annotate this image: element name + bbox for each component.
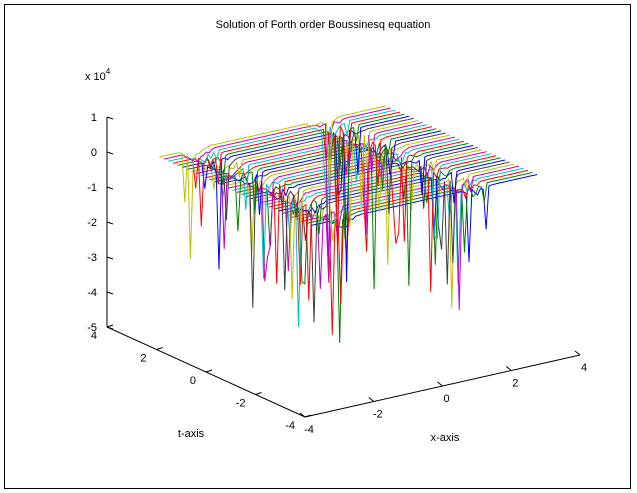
surface-line xyxy=(227,136,455,282)
t-tick-label: -4 xyxy=(285,420,295,432)
x-tick-mark xyxy=(574,350,581,356)
surface-line xyxy=(204,126,433,252)
surface-plot: Solution of Forth order Boussinesq equat… xyxy=(85,19,587,444)
x-tick-label: -4 xyxy=(304,424,314,436)
z-tick-mark xyxy=(106,186,114,190)
surface-line xyxy=(195,122,423,249)
x-tick-label: 4 xyxy=(581,362,587,374)
surface-line xyxy=(186,117,414,221)
figure-frame: Solution of Forth order Boussinesq equat… xyxy=(4,4,631,489)
x-tick-label: -2 xyxy=(373,409,383,421)
t-tick-mark xyxy=(205,369,213,373)
surface-line xyxy=(300,169,529,335)
z-tick-label: -2 xyxy=(87,217,97,229)
axes-group xyxy=(106,116,581,418)
z-tick-mark xyxy=(106,151,114,155)
z-tick-label: 1 xyxy=(91,112,97,124)
x-tick-mark xyxy=(368,397,375,402)
x-axis-label: x-axis xyxy=(431,432,460,444)
z-exponent-label: x 104 xyxy=(85,67,111,83)
surface-line xyxy=(181,115,410,283)
z-tick-mark xyxy=(106,116,114,120)
surface-line xyxy=(163,107,391,271)
t-tick-label: 0 xyxy=(190,375,196,387)
surface-line xyxy=(282,161,510,323)
x-tick-mark xyxy=(437,381,443,387)
t-tick-mark xyxy=(304,414,312,418)
chart-title: Solution of Forth order Boussinesq equat… xyxy=(216,19,431,31)
t-tick-label: 4 xyxy=(91,330,97,342)
x-tick-mark xyxy=(299,412,306,418)
z-tick-label: 0 xyxy=(91,147,97,159)
z-tick-label: -1 xyxy=(87,182,97,194)
t-axis-label: t-axis xyxy=(178,428,205,440)
z-tick-mark xyxy=(106,291,114,295)
surface-line xyxy=(159,105,387,259)
surface-line xyxy=(172,111,401,245)
t-tick-label: 2 xyxy=(140,353,146,365)
t-tick-mark xyxy=(156,347,163,350)
x-tick-label: 2 xyxy=(512,378,518,390)
x-tick-label: 0 xyxy=(443,393,449,405)
surface-line xyxy=(232,138,460,279)
z-exponent-base: x 10 xyxy=(85,71,106,83)
surface-line xyxy=(236,140,465,284)
z-tick-mark xyxy=(106,221,114,225)
z-tick-mark xyxy=(106,256,114,260)
surface-line xyxy=(168,109,396,214)
z-tick-label: -3 xyxy=(87,252,97,264)
x-tick-mark xyxy=(505,366,512,371)
z-exponent-power: 4 xyxy=(106,67,111,76)
t-tick-mark xyxy=(255,392,262,395)
z-tick-label: -4 xyxy=(87,287,97,299)
t-tick-mark xyxy=(106,324,114,328)
z-tick-label: -5 xyxy=(87,322,97,334)
surface-line xyxy=(291,165,519,311)
z-tick-mark xyxy=(106,326,114,330)
surface-lines xyxy=(159,105,538,344)
t-tick-label: -2 xyxy=(236,398,246,410)
